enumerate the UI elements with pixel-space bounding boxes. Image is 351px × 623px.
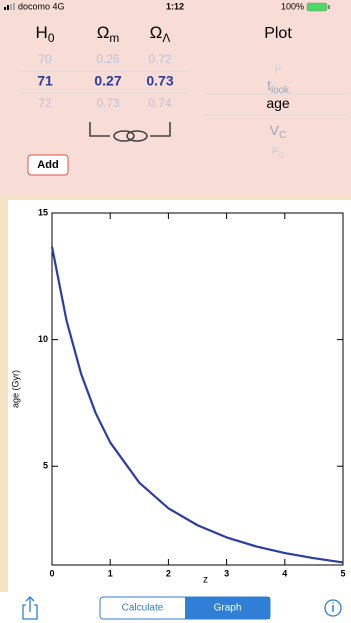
screen: docomo 4G 1:12 100% Add Plot H0707172Ωm0…: [0, 0, 351, 623]
add-button-label[interactable]: Add: [37, 159, 58, 171]
segment-label[interactable]: Graph: [214, 603, 242, 614]
picker-value: 0.26: [96, 52, 120, 66]
column-header-symbol: Ω: [150, 23, 163, 42]
segment-label[interactable]: Calculate: [122, 603, 164, 614]
body: docomo 4G 1:12 100% Add Plot H0707172Ωm0…: [0, 0, 351, 623]
picker-value: 0.72: [148, 52, 172, 66]
column-header-symbol: H: [36, 23, 48, 42]
plot-title: Plot: [264, 25, 292, 42]
clock: 1:12: [166, 1, 184, 11]
x-tick-label: 2: [166, 568, 171, 578]
x-axis-label: z: [203, 575, 208, 586]
column-header-symbol: Ω: [97, 23, 110, 42]
picker-value: 72: [38, 96, 52, 110]
picker-value: 70: [38, 52, 52, 66]
y-tick-label: 5: [43, 461, 48, 471]
x-tick-label: 5: [340, 568, 345, 578]
page: Cosmology calculator {"status_bar": {"ca…: [0, 0, 351, 623]
y-tick-label: 10: [38, 334, 48, 344]
x-tick-label: 3: [224, 568, 229, 578]
carrier: docomo 4G: [18, 1, 65, 11]
battery-text: 100%: [281, 1, 304, 11]
picker-value: 0.73: [146, 73, 173, 89]
plot-option-subscript: C: [279, 130, 286, 141]
column-header-subscript: m: [109, 31, 119, 45]
plot-option-symbol: age: [266, 95, 290, 111]
plot-option: age: [266, 95, 290, 111]
x-tick-label: 1: [108, 568, 113, 578]
x-tick-label: 4: [282, 568, 287, 578]
y-tick-label: 15: [38, 207, 48, 217]
picker-value: 71: [37, 73, 53, 89]
plot-option-symbol: μ: [275, 61, 281, 73]
picker-value: 0.73: [96, 96, 120, 110]
plot-option: μ: [275, 61, 281, 73]
picker-value: 0.27: [94, 73, 121, 89]
plot-option-subscript: C: [279, 150, 285, 159]
plot-option-symbol: P: [272, 146, 279, 158]
picker-value: 0.74: [148, 96, 172, 110]
chart-panel: [8, 200, 351, 592]
column-header-subscript: 0: [48, 31, 55, 45]
battery-icon: [307, 3, 330, 11]
y-axis-label: age (Gyr): [10, 370, 20, 408]
x-tick-label: 0: [49, 568, 54, 578]
column-header-subscript: Λ: [162, 31, 170, 45]
